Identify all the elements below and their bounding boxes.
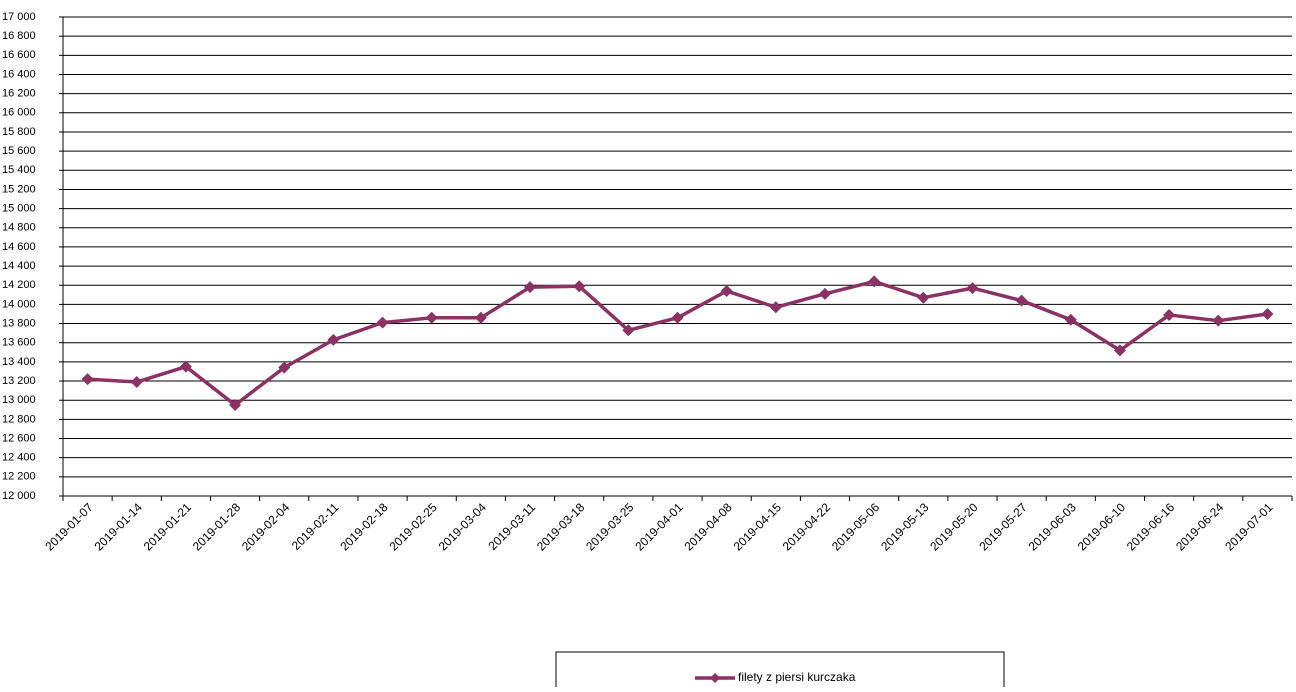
x-tick-label: 2019-05-06 <box>829 500 883 554</box>
marker <box>1163 308 1176 321</box>
marker <box>1212 314 1225 327</box>
x-tick-label: 2019-06-24 <box>1173 500 1227 554</box>
marker <box>1064 313 1077 326</box>
y-tick-label: 14 000 <box>2 298 36 310</box>
x-tick-label: 2019-03-11 <box>485 500 538 553</box>
marker <box>671 311 684 324</box>
x-tick-label: 2019-01-14 <box>92 500 146 554</box>
y-tick-label: 14 600 <box>2 241 36 253</box>
marker <box>425 311 438 324</box>
y-tick-label: 13 600 <box>2 337 36 349</box>
x-tick-label: 2019-04-01 <box>632 500 686 554</box>
y-tick-label: 15 200 <box>2 183 36 195</box>
y-tick-label: 12 600 <box>2 432 36 444</box>
marker <box>917 291 930 304</box>
x-tick-label: 2019-02-25 <box>387 500 441 554</box>
y-tick-label: 15 400 <box>2 164 36 176</box>
marker <box>622 324 635 337</box>
x-tick-label: 2019-03-04 <box>436 500 490 554</box>
y-tick-label: 16 200 <box>2 88 36 100</box>
marker <box>229 398 242 411</box>
x-tick-label: 2019-01-28 <box>190 500 244 554</box>
marker <box>327 333 340 346</box>
y-tick-label: 16 000 <box>2 107 36 119</box>
marker <box>1015 294 1028 307</box>
y-tick-label: 14 800 <box>2 222 36 234</box>
x-tick-label: 2019-02-11 <box>289 500 342 553</box>
y-tick-label: 12 000 <box>2 490 36 502</box>
y-tick-label: 13 000 <box>2 394 36 406</box>
y-tick-label: 14 400 <box>2 260 36 272</box>
y-tick-label: 17 000 <box>2 11 36 23</box>
marker <box>818 287 831 300</box>
x-tick-label: 2019-01-07 <box>42 500 96 554</box>
marker <box>868 275 881 288</box>
y-tick-label: 12 200 <box>2 471 36 483</box>
legend-label: filety z piersi kurczaka <box>738 670 856 684</box>
x-tick-label: 2019-05-13 <box>878 500 932 554</box>
y-tick-label: 13 200 <box>2 375 36 387</box>
marker <box>179 360 192 373</box>
marker <box>524 281 537 294</box>
x-tick-label: 2019-02-18 <box>337 500 391 554</box>
y-tick-label: 12 400 <box>2 452 36 464</box>
y-tick-label: 16 600 <box>2 49 36 61</box>
x-tick-label: 2019-05-20 <box>927 500 981 554</box>
y-tick-label: 15 000 <box>2 203 36 215</box>
marker <box>81 373 94 386</box>
marker <box>278 361 291 374</box>
x-tick-label: 2019-06-16 <box>1124 500 1178 554</box>
marker <box>130 375 143 388</box>
y-tick-label: 15 600 <box>2 145 36 157</box>
marker <box>1113 344 1126 357</box>
marker <box>376 316 389 329</box>
marker <box>966 282 979 295</box>
marker <box>474 311 487 324</box>
y-tick-label: 16 800 <box>2 30 36 42</box>
x-tick-label: 2019-04-15 <box>731 500 785 554</box>
y-tick-label: 15 800 <box>2 126 36 138</box>
x-tick-label: 2019-01-21 <box>141 500 195 554</box>
x-tick-label: 2019-04-22 <box>780 500 834 554</box>
y-tick-label: 14 200 <box>2 279 36 291</box>
marker <box>720 284 733 297</box>
x-tick-label: 2019-03-18 <box>534 500 588 554</box>
x-tick-label: 2019-06-10 <box>1075 500 1129 554</box>
y-tick-label: 13 400 <box>2 356 36 368</box>
x-tick-label: 2019-04-08 <box>681 500 735 554</box>
y-tick-label: 12 800 <box>2 413 36 425</box>
x-tick-label: 2019-07-01 <box>1222 500 1276 554</box>
legend-box <box>555 651 1005 692</box>
marker <box>573 280 586 293</box>
x-tick-label: 2019-03-25 <box>583 500 637 554</box>
marker <box>1261 307 1274 320</box>
y-tick-label: 13 800 <box>2 317 36 329</box>
y-tick-label: 16 400 <box>2 68 36 80</box>
x-tick-label: 2019-05-27 <box>976 500 1030 554</box>
x-tick-label: 2019-02-04 <box>239 500 293 554</box>
legend-marker <box>710 673 720 683</box>
marker <box>769 301 782 314</box>
x-tick-label: 2019-06-03 <box>1026 500 1080 554</box>
